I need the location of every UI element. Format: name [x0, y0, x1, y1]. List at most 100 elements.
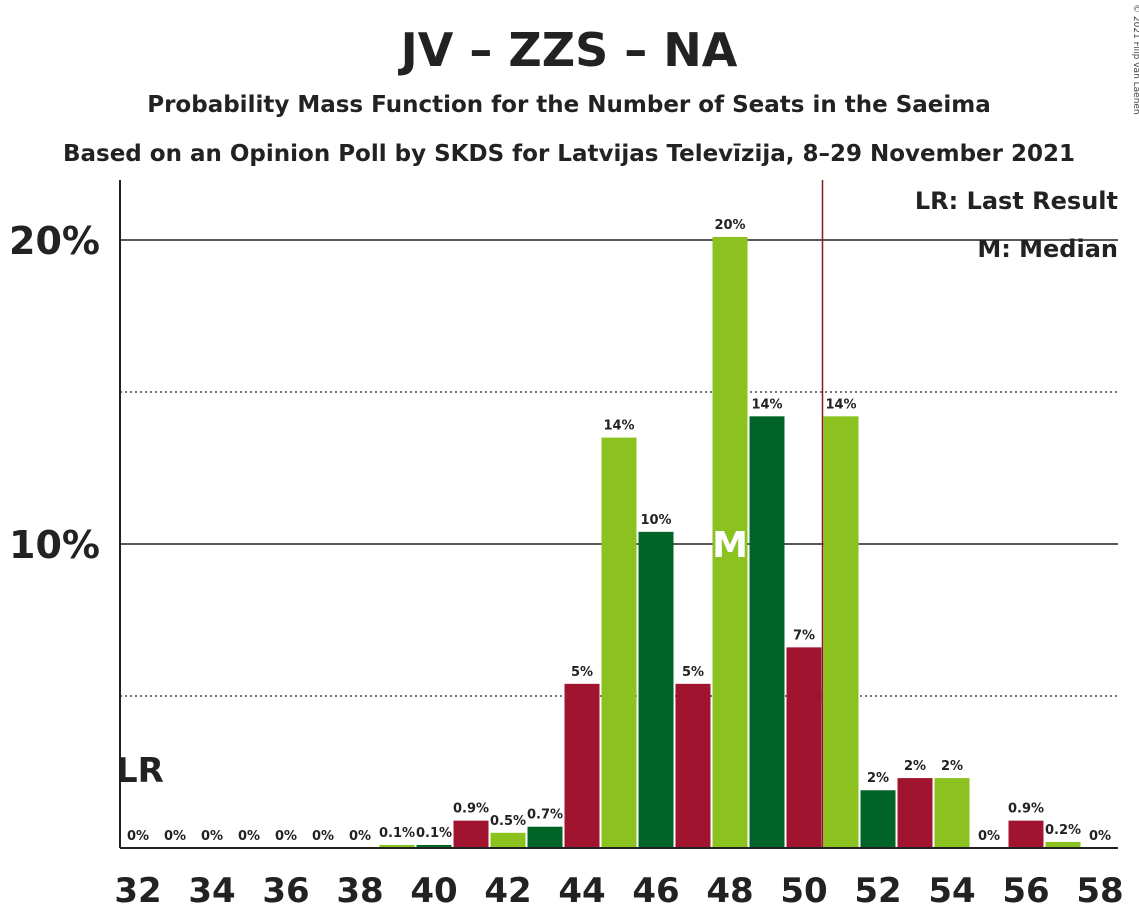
bar-label-halo: 0% — [201, 829, 223, 844]
bar-seat-46 — [638, 531, 674, 848]
bar-value-label: 0% — [978, 829, 1000, 844]
bar-label-halo: 0.9% — [453, 802, 489, 817]
bar-value-label: 14% — [751, 397, 782, 412]
bar-value-label: 0% — [164, 829, 186, 844]
bar-value-label: 0.7% — [527, 808, 563, 823]
copyright-notice: © 2021 Filip van Laenen — [1131, 4, 1139, 115]
y-tick-label: 10% — [9, 523, 100, 567]
bar-seat-54 — [934, 778, 970, 848]
bar-value-label: 0.5% — [490, 814, 526, 829]
bar-seat-39 — [379, 844, 415, 848]
bar-value-label: 2% — [941, 759, 963, 774]
bar-label-halo: 10% — [640, 513, 671, 528]
bar-value-label: 2% — [867, 771, 889, 786]
bar-seat-57 — [1045, 841, 1081, 848]
bar-value-label: 0.1% — [379, 826, 415, 841]
x-tick-label: 48 — [706, 871, 753, 911]
bar-label-halo: 0% — [978, 829, 1000, 844]
axes-group: 10% 20% LR 32 34 36 38 40 42 44 46 48 50 52 54 56 58 — [9, 180, 1124, 911]
last-result-marker: LR — [116, 751, 164, 791]
bar-value-label: 0.9% — [453, 802, 489, 817]
x-tick-label: 42 — [484, 871, 531, 911]
bar-value-label: 0% — [1089, 829, 1111, 844]
bar-label-halo: 5% — [682, 665, 704, 680]
bar-value-label: 20% — [714, 218, 745, 233]
bar-label-halo: 14% — [751, 397, 782, 412]
bar-value-label: 0.9% — [1008, 802, 1044, 817]
bar-value-label: 10% — [640, 513, 671, 528]
bar-label-halo: 0.2% — [1045, 823, 1081, 838]
bar-seat-42 — [490, 832, 526, 848]
bars-group — [379, 236, 1081, 848]
bar-value-label: 5% — [571, 665, 593, 680]
bar-value-label: 0% — [127, 829, 149, 844]
bar-label-halo: 0% — [127, 829, 149, 844]
x-tick-label: 56 — [1002, 871, 1049, 911]
median-marker: M — [712, 525, 748, 566]
bar-label-halo: 0% — [349, 829, 371, 844]
bar-value-label: 14% — [825, 397, 856, 412]
bar-label-halo: 14% — [825, 397, 856, 412]
x-tick-label: 44 — [558, 871, 605, 911]
bar-seat-44 — [564, 683, 600, 848]
chart-subtitle: Probability Mass Function for the Number… — [147, 92, 991, 118]
bar-seat-50 — [786, 647, 822, 848]
x-tick-label: 38 — [336, 871, 383, 911]
bar-value-label: 0.1% — [416, 826, 452, 841]
bar-seat-56 — [1008, 820, 1044, 848]
bar-label-halo: 0% — [275, 829, 297, 844]
bar-label-halo: 0.9% — [1008, 802, 1044, 817]
bar-label-halo: 0.1% — [416, 826, 452, 841]
chart-title: JV – ZZS – NA — [398, 23, 738, 77]
bar-label-halo: 0% — [1089, 829, 1111, 844]
bar-seat-45 — [601, 437, 637, 848]
bar-value-label: 0% — [275, 829, 297, 844]
bar-value-label: 0.2% — [1045, 823, 1081, 838]
bar-value-label: 14% — [603, 419, 634, 434]
chart-source-subtitle: Based on an Opinion Poll by SKDS for Lat… — [63, 141, 1075, 167]
bar-seat-48 — [712, 236, 748, 848]
bar-labels-group: 0%0% 0%0% 0%0% 0%0% 0%0% 0%0% 0%0% 0.1%0.1% 0.1%… — [125, 216, 1113, 846]
bar-label-halo: 0.7% — [527, 808, 563, 823]
bar-seat-40 — [416, 844, 452, 848]
bar-label-halo: 5% — [571, 665, 593, 680]
bar-seat-43 — [527, 826, 563, 848]
bar-label-halo: 14% — [603, 419, 634, 434]
x-tick-label: 46 — [632, 871, 679, 911]
bar-label-halo: 0% — [238, 829, 260, 844]
bar-value-label: 5% — [682, 665, 704, 680]
legend-median: M: Median — [977, 235, 1118, 263]
bar-label-halo: 0% — [312, 829, 334, 844]
x-tick-label: 32 — [114, 871, 161, 911]
bar-label-halo: 2% — [867, 771, 889, 786]
bar-label-halo: 0.5% — [490, 814, 526, 829]
bar-value-label: 7% — [793, 628, 815, 643]
bar-label-halo: 2% — [904, 759, 926, 774]
bar-seat-41 — [453, 820, 489, 848]
bar-value-label: 0% — [238, 829, 260, 844]
bar-seat-47 — [675, 683, 711, 848]
bar-value-label: 0% — [201, 829, 223, 844]
bar-value-label: 0% — [312, 829, 334, 844]
bar-label-halo: 0.1% — [379, 826, 415, 841]
y-tick-label: 20% — [9, 219, 100, 263]
bar-label-halo: 2% — [941, 759, 963, 774]
bar-value-label: 0% — [349, 829, 371, 844]
x-tick-label: 54 — [928, 871, 975, 911]
bar-seat-52 — [860, 790, 896, 848]
bar-seat-53 — [897, 778, 933, 848]
x-tick-label: 34 — [188, 871, 235, 911]
bar-label-halo: 7% — [793, 628, 815, 643]
bar-label-halo: 20% — [714, 218, 745, 233]
x-tick-label: 36 — [262, 871, 309, 911]
bar-seat-49 — [749, 416, 785, 848]
bar-seat-51 — [823, 416, 859, 848]
x-tick-label: 58 — [1076, 871, 1123, 911]
x-tick-label: 50 — [780, 871, 827, 911]
bar-value-label: 2% — [904, 759, 926, 774]
legend-last-result: LR: Last Result — [915, 187, 1118, 215]
x-tick-label: 40 — [410, 871, 457, 911]
x-tick-label: 52 — [854, 871, 901, 911]
bar-label-halo: 0% — [164, 829, 186, 844]
